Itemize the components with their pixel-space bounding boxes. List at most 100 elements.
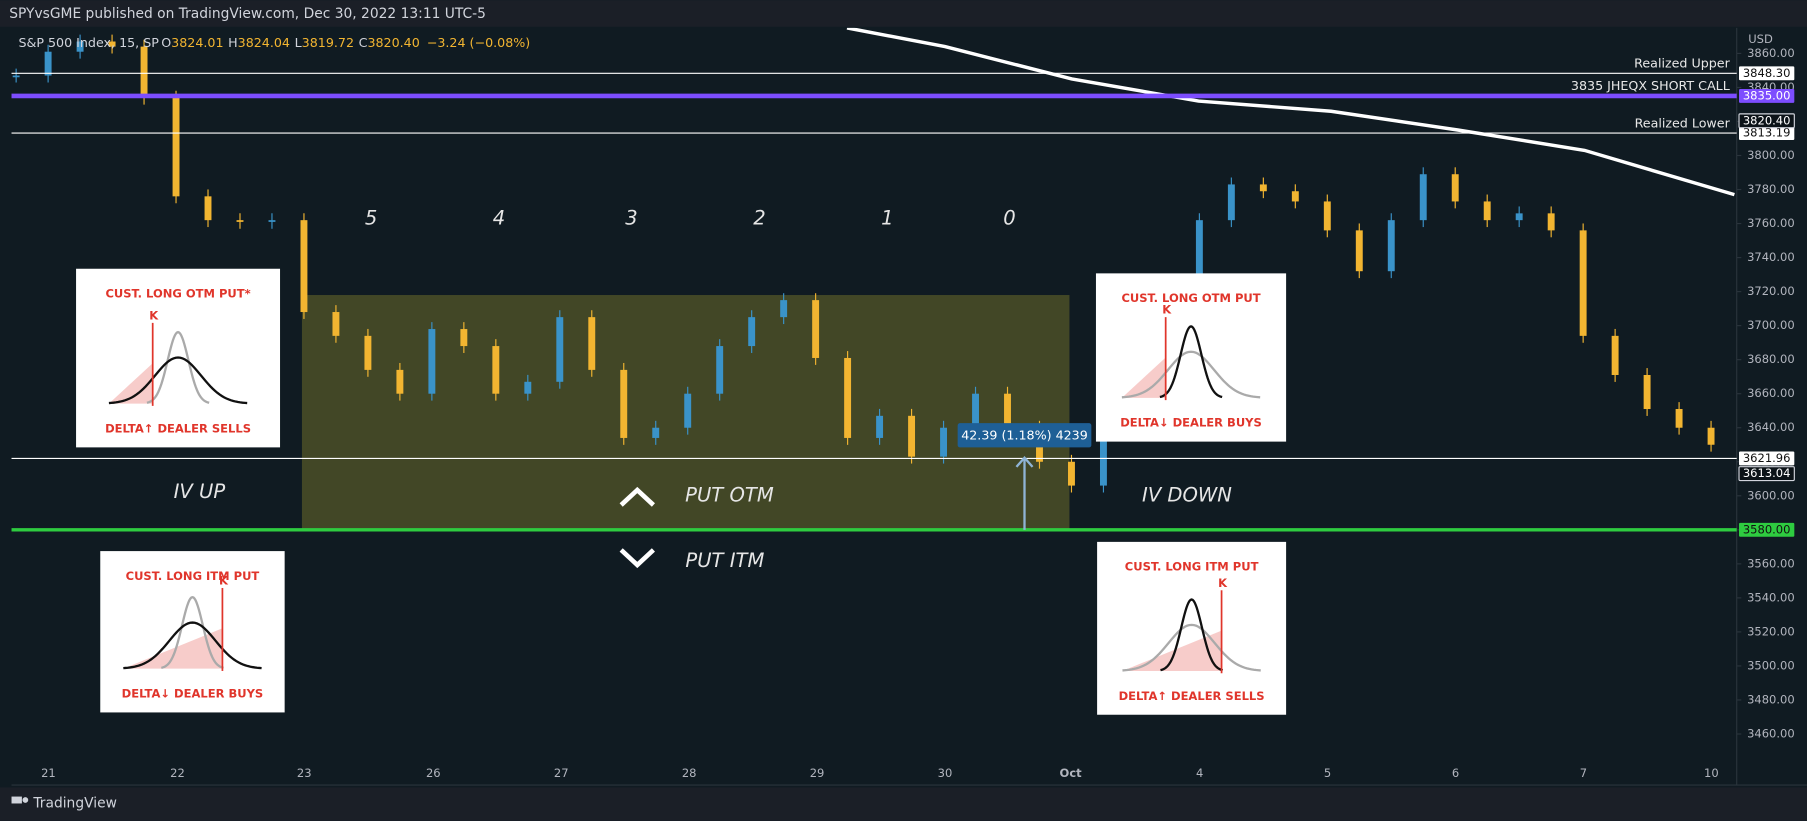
card-footer: DELTA↓ DEALER BUYS: [122, 686, 264, 700]
legend-value: 3819.72: [302, 34, 354, 49]
hatch: [1121, 357, 1166, 398]
candle-body: [364, 335, 372, 370]
legend-symbol: S&P 500 Index, 15, SP: [18, 34, 159, 49]
candle-body: [396, 369, 404, 394]
note-label: PUT ITM: [685, 549, 764, 572]
note-label: PUT OTM: [685, 483, 774, 506]
price-tag: [1739, 66, 1795, 81]
curve-old: [146, 330, 210, 404]
x-tick-label: 21: [41, 766, 56, 780]
card: CUST. LONG OTM PUT DELTA↓ DEALER BUYS K: [1095, 273, 1287, 442]
price-tag: [1739, 451, 1795, 466]
candle-body: [812, 300, 820, 358]
price-tag-label: 3848.30: [1743, 66, 1791, 80]
x-tick-label: 4: [1196, 766, 1203, 780]
candle-body: [1355, 230, 1363, 272]
candle-body: [1227, 184, 1235, 221]
candle-body: [76, 41, 84, 52]
y-tick-label: 3500.00: [1747, 658, 1795, 672]
y-tick-label: 3760.00: [1747, 216, 1795, 230]
candle-body: [204, 196, 212, 221]
candle-body: [300, 220, 308, 313]
countdown-label: 3: [625, 207, 637, 230]
y-tick-label: 3800.00: [1747, 148, 1795, 162]
legend-key: L: [295, 34, 302, 49]
candle-body: [556, 317, 564, 382]
y-tick-label: 3720.00: [1747, 284, 1795, 298]
measure-label: 42.39 (1.18%) 4239: [961, 427, 1088, 442]
price-tag-label: 3621.96: [1743, 451, 1791, 465]
candle-body: [524, 381, 532, 394]
y-tick-label: 3600.00: [1747, 488, 1795, 502]
price-tag-label: 3613.04: [1743, 466, 1791, 480]
candle-body: [1004, 393, 1011, 428]
brand: TradingView: [32, 795, 116, 811]
y-tick-label: 3460.00: [1747, 726, 1795, 740]
card-title: CUST. LONG ITM PUT: [1125, 560, 1259, 574]
candle-body: [940, 427, 948, 457]
curve-new: [123, 621, 262, 670]
candle-body: [844, 357, 852, 438]
candle-body: [716, 346, 724, 394]
card: CUST. LONG ITM PUT DELTA↓ DEALER BUYS K: [100, 551, 285, 713]
candle-body: [108, 41, 116, 47]
candle-body: [1451, 174, 1459, 202]
card-bg: [100, 551, 285, 713]
y-tick-label: 3540.00: [1747, 590, 1795, 604]
note-label: IV UP: [174, 480, 226, 503]
countdown-label: 2: [753, 207, 765, 230]
candle-body: [140, 46, 148, 98]
candle-body: [652, 427, 660, 438]
candle-body: [236, 220, 244, 222]
y-tick-label: 3660.00: [1747, 386, 1795, 400]
countdown-label: 5: [365, 207, 377, 230]
curve-old: [1121, 350, 1261, 399]
candle-body: [1643, 374, 1651, 410]
candle-body: [1099, 398, 1107, 486]
x-tick-label: 6: [1452, 766, 1459, 780]
y-tick-label: 3860.00: [1747, 46, 1795, 60]
curve-old: [1122, 623, 1261, 672]
candle-body: [12, 75, 20, 78]
candle-body: [1259, 184, 1267, 192]
candle-body: [908, 415, 916, 457]
candle-body: [428, 329, 436, 394]
candle-body: [332, 312, 340, 336]
legend-value: 3824.04: [238, 34, 290, 49]
countdown-label: 4: [493, 207, 505, 230]
candle-body: [492, 346, 500, 394]
countdown-label: 0: [1003, 207, 1015, 230]
price-tag: [1738, 466, 1795, 482]
x-tick-label: 27: [554, 766, 569, 780]
candle-body: [1291, 191, 1299, 202]
y-tick-label: 3680.00: [1747, 352, 1795, 366]
y-tick-label: 3640.00: [1747, 420, 1795, 434]
candle-body: [748, 317, 756, 347]
x-tick-label: 7: [1580, 766, 1587, 780]
y-tick-label: 3520.00: [1747, 624, 1795, 638]
y-tick-label: 3700.00: [1747, 318, 1795, 332]
x-tick-label: Oct: [1060, 766, 1083, 780]
candle-body: [1483, 201, 1491, 221]
x-tick-label: 23: [297, 766, 312, 780]
candle-body: [876, 415, 884, 438]
curve-new: [108, 356, 248, 405]
price-tag: [1739, 522, 1795, 537]
candle-body: [44, 51, 52, 76]
candle-body: [1419, 174, 1427, 221]
y-tick-label: 3780.00: [1747, 182, 1795, 196]
legend-key: C: [359, 34, 368, 49]
candle-body: [1675, 409, 1683, 428]
chevron-up: [619, 486, 655, 507]
curve-new: [1160, 598, 1224, 672]
candle-body: [1707, 427, 1715, 445]
candle-body: [684, 393, 692, 428]
x-tick-label: 28: [682, 766, 697, 780]
countdown-label: 1: [881, 207, 893, 230]
price-tag: [1738, 113, 1795, 129]
hatch: [123, 628, 223, 669]
candle-body: [1611, 335, 1619, 375]
strike-label: K: [1218, 576, 1228, 590]
footer-bar: [0, 787, 1807, 821]
